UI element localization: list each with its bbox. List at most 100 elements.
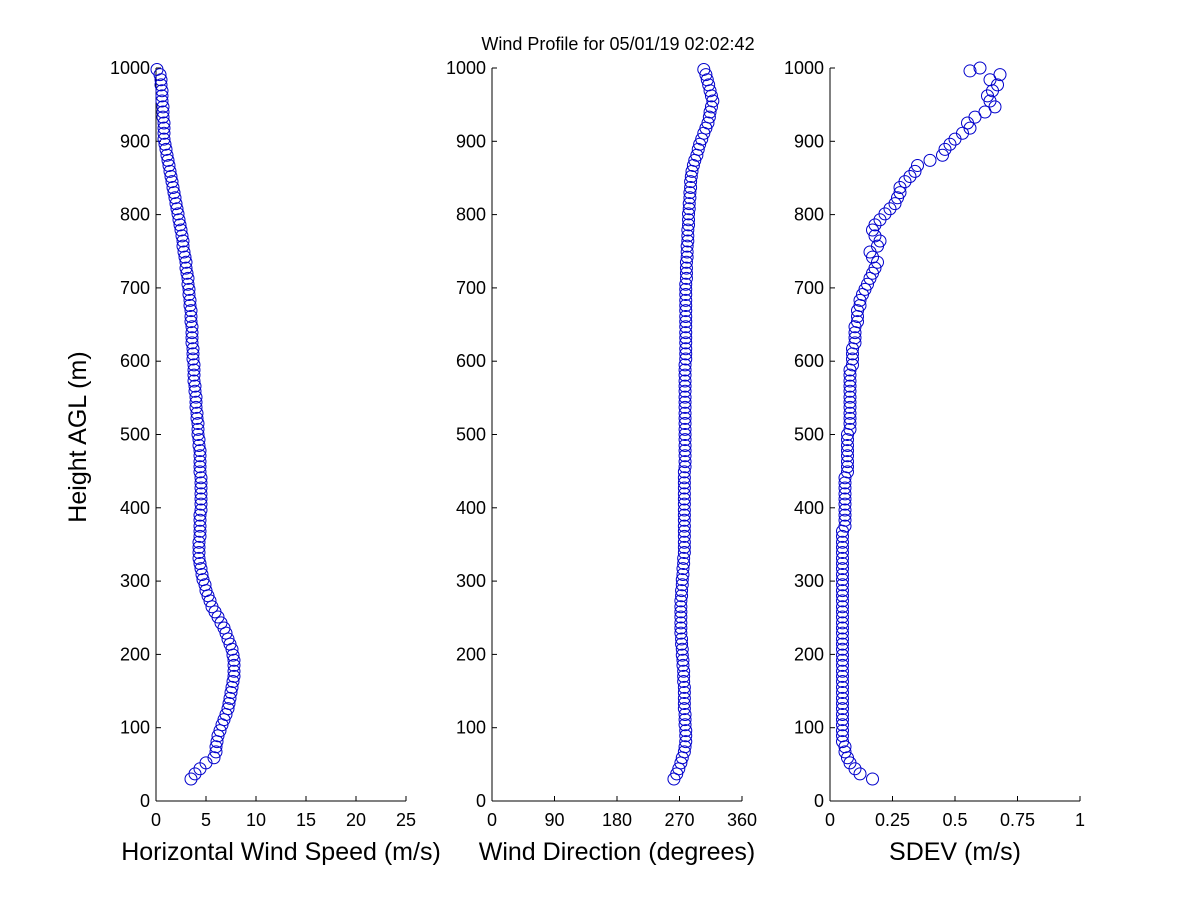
data-point [222, 697, 236, 711]
x-tick-label: 0.75 [1000, 810, 1035, 830]
data-point [675, 578, 689, 592]
data-point [836, 562, 849, 576]
data-point [682, 213, 696, 227]
data-point [843, 400, 857, 414]
x-tick-label: 5 [201, 810, 211, 830]
data-point [156, 110, 170, 124]
y-tick-label: 500 [794, 425, 824, 445]
data-point [678, 395, 692, 409]
data-point [675, 573, 689, 587]
data-point [679, 735, 693, 749]
data-point [843, 422, 857, 436]
data-point [157, 121, 171, 135]
y-tick-label: 600 [794, 351, 824, 371]
y-tick-label: 600 [456, 351, 486, 371]
data-point [678, 460, 692, 474]
data-point [227, 669, 241, 683]
data-point [908, 164, 922, 178]
data-point [838, 487, 852, 501]
x-tick-label: 20 [346, 810, 366, 830]
data-point [846, 358, 859, 372]
data-point [679, 326, 693, 340]
data-point [843, 395, 857, 409]
data-point [841, 455, 854, 469]
x-tick-label: 10 [246, 810, 266, 830]
data-point [194, 481, 208, 495]
data-point [680, 250, 694, 264]
data-point [193, 513, 207, 527]
data-point [677, 497, 691, 511]
data-point [209, 740, 223, 754]
data-point [677, 664, 691, 678]
data-point [182, 287, 196, 301]
y-tick-label: 500 [456, 425, 486, 445]
data-point [165, 175, 179, 189]
data-point [161, 153, 175, 167]
data-point [184, 304, 198, 318]
x-tick-label: 25 [396, 810, 416, 830]
data-point [683, 191, 697, 205]
data-point [846, 347, 859, 361]
data-point [676, 562, 690, 576]
data-point [888, 197, 902, 211]
data-point [938, 142, 952, 156]
data-point [679, 315, 693, 329]
data-point [841, 460, 854, 474]
data-point [171, 207, 185, 221]
data-point [911, 158, 924, 172]
data-point [189, 390, 203, 404]
data-point [679, 255, 693, 269]
data-point [973, 61, 987, 75]
data-point [836, 680, 849, 694]
data-point [678, 449, 692, 463]
data-point [192, 551, 206, 565]
data-point [675, 584, 689, 598]
data-point [836, 658, 849, 672]
data-point [677, 745, 691, 759]
figure-title: Wind Profile for 05/01/19 02:02:42 [481, 34, 754, 54]
data-point [836, 642, 849, 656]
data-point [682, 207, 696, 221]
data-point [682, 218, 696, 232]
data-point [893, 186, 907, 200]
data-point [700, 73, 714, 87]
data-point [923, 153, 937, 167]
data-point [682, 202, 696, 216]
y-tick-label: 400 [120, 498, 150, 518]
data-point [956, 126, 969, 140]
y-tick-label: 300 [120, 571, 150, 591]
data-point [675, 642, 689, 656]
data-point [678, 708, 692, 722]
data-point [180, 266, 194, 280]
data-point [185, 320, 199, 334]
data-point [192, 540, 206, 554]
data-point [167, 186, 181, 200]
data-point [162, 158, 176, 172]
data-point [679, 282, 693, 296]
data-point [841, 449, 854, 463]
data-point [679, 304, 693, 318]
data-point [181, 271, 195, 285]
data-point [706, 94, 720, 108]
data-point [164, 169, 178, 183]
data-point [227, 658, 241, 672]
data-point [683, 186, 697, 200]
y-tick-label: 900 [120, 131, 150, 151]
direction-x-axis-label: Wind Direction (degrees) [479, 838, 756, 866]
data-point [159, 142, 173, 156]
data-point [678, 390, 692, 404]
data-point [841, 433, 854, 447]
x-tick-label: 0 [825, 810, 835, 830]
data-point [166, 180, 180, 194]
data-point [836, 626, 849, 640]
data-point [675, 637, 689, 651]
direction-panel: 0 100 200 300 400 500 600 700 800 900 1000 0 90 180 27… [446, 58, 757, 866]
data-point [843, 417, 857, 431]
data-point [674, 621, 688, 635]
data-point [678, 428, 692, 441]
data-point [838, 503, 852, 517]
data-point [190, 406, 204, 420]
data-point [157, 126, 171, 140]
data-point [674, 594, 688, 608]
data-point [225, 680, 239, 694]
